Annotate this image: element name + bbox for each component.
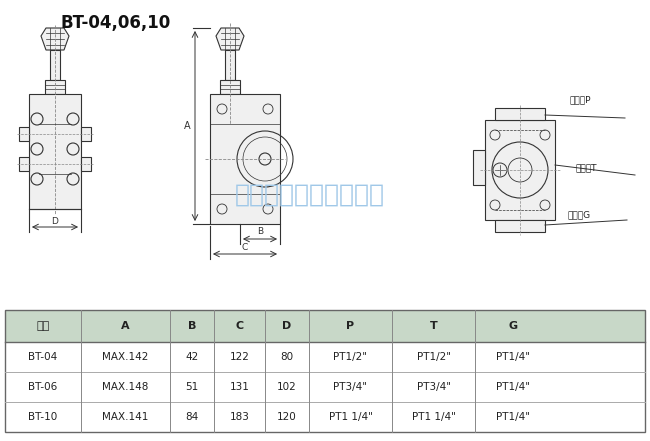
- Text: 42: 42: [185, 352, 199, 362]
- Text: 84: 84: [185, 412, 199, 422]
- Text: 51: 51: [185, 382, 199, 392]
- Text: 回油口T: 回油口T: [575, 164, 597, 172]
- Text: D: D: [51, 217, 58, 225]
- Text: G: G: [508, 321, 517, 331]
- Text: PT3/4": PT3/4": [333, 382, 367, 392]
- Text: A: A: [121, 321, 130, 331]
- Text: B: B: [257, 228, 263, 236]
- Bar: [225, 50, 235, 80]
- Text: PT1 1/4": PT1 1/4": [411, 412, 456, 422]
- Text: MAX.141: MAX.141: [102, 412, 149, 422]
- Text: 183: 183: [229, 412, 250, 422]
- Bar: [5, 310, 645, 432]
- Text: 东菞金申液压有限公司: 东菞金申液压有限公司: [235, 183, 385, 207]
- Text: 压力口P: 压力口P: [570, 96, 592, 105]
- Text: PT1 1/4": PT1 1/4": [328, 412, 372, 422]
- Bar: [81, 127, 91, 141]
- Text: 131: 131: [229, 382, 250, 392]
- Text: 型號: 型號: [36, 321, 49, 331]
- Text: BT-10: BT-10: [29, 412, 58, 422]
- Text: C: C: [242, 243, 248, 251]
- Bar: [29, 94, 81, 209]
- Text: BT-06: BT-06: [29, 382, 58, 392]
- Text: MAX.148: MAX.148: [102, 382, 149, 392]
- Text: BT-04: BT-04: [29, 352, 58, 362]
- Bar: [19, 127, 29, 141]
- Text: 80: 80: [280, 352, 294, 362]
- Bar: [5, 310, 645, 342]
- Bar: [19, 157, 29, 171]
- Bar: [473, 150, 485, 185]
- Bar: [81, 157, 91, 171]
- Text: PT1/4": PT1/4": [496, 382, 530, 392]
- Bar: [220, 80, 240, 94]
- Polygon shape: [41, 28, 69, 50]
- Text: D: D: [282, 321, 292, 331]
- Text: A: A: [184, 121, 190, 131]
- Text: 102: 102: [277, 382, 297, 392]
- Polygon shape: [216, 28, 244, 50]
- Bar: [210, 94, 280, 224]
- Bar: [495, 108, 545, 120]
- Text: B: B: [188, 321, 196, 331]
- Bar: [50, 50, 60, 80]
- Text: 120: 120: [277, 412, 297, 422]
- Text: P: P: [346, 321, 354, 331]
- Text: PT3/4": PT3/4": [417, 382, 450, 392]
- Text: PT1/2": PT1/2": [333, 352, 367, 362]
- Text: PT1/4": PT1/4": [496, 352, 530, 362]
- Text: MAX.142: MAX.142: [102, 352, 149, 362]
- Bar: [485, 120, 555, 220]
- Text: 122: 122: [229, 352, 250, 362]
- Text: PT1/2": PT1/2": [417, 352, 450, 362]
- Bar: [495, 220, 545, 232]
- Bar: [45, 80, 65, 94]
- Text: C: C: [235, 321, 244, 331]
- Text: PT1/4": PT1/4": [496, 412, 530, 422]
- Text: 测压口G: 测压口G: [567, 210, 590, 220]
- Text: BT-04,06,10: BT-04,06,10: [60, 14, 170, 32]
- Text: T: T: [430, 321, 437, 331]
